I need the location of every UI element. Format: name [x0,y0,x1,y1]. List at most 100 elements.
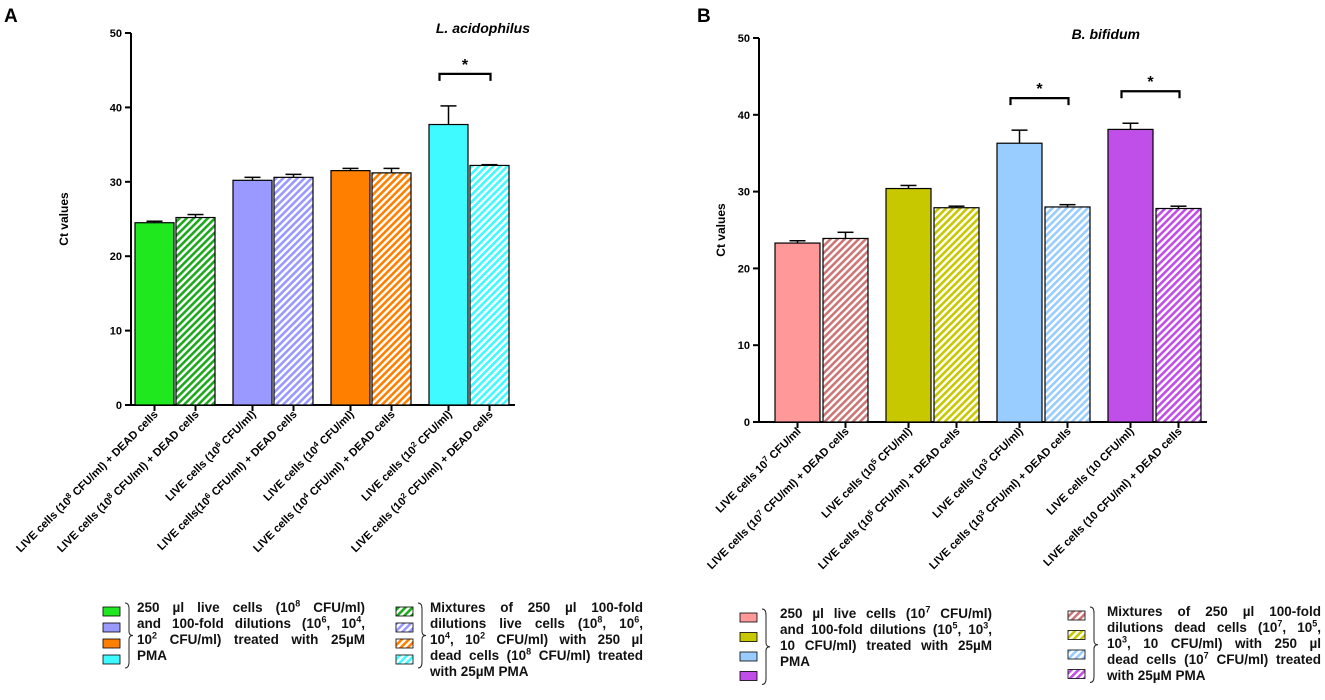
legend-swatch [1067,649,1086,660]
significance-label: * [1036,81,1043,98]
legend-swatch [739,651,758,662]
legend-b-right-text: Mixtures of 250 µl 100-fold dilutions dea… [1107,604,1321,684]
legend-text-run: , 10 [326,616,357,631]
legend-line: Mixtures of 250 µl 100-fold [1107,604,1321,620]
legend-text-run: , [361,616,365,631]
legend-swatch [739,612,758,623]
legend-a-left [102,602,134,669]
legend-swatch [739,632,758,642]
superscript: 7 [1203,650,1209,661]
legend-text-run: Mixtures of 250 µl 100-fold [1107,604,1321,619]
legend-text-run: 250 µl live cells (10 [137,600,296,615]
chart-title: B. bifidum [1072,26,1140,42]
legend-text-run: 250 µl live cells (10 [780,606,926,621]
panel-letter-a: A [4,6,18,27]
superscript: 2 [152,630,158,641]
x-tick-label: LIVE cells 107 CFU/ml [712,424,803,515]
y-axis-label: Ct values [57,192,71,246]
chart-panel-a: A L. acidophilus 0 10 20 30 40 50 Ct values LIVE … [4,6,530,555]
legend-swatch [395,622,414,633]
legend-line: dead cells (108 CFU/ml) treated [430,647,643,664]
superscript: 5 [952,620,958,631]
legend-text-run: dead cells (10 [1107,652,1204,667]
significance-bracket [1009,97,1070,106]
legend-line: 10 CFU/ml) treated with 25µM [780,638,992,654]
legend-line: dilutions dead cells (107, 105, [1107,618,1321,636]
y-tick-label: 30 [110,177,122,189]
legend-line: PMA [780,654,992,670]
y-tick-label: 0 [116,400,122,412]
y-axis-label: Ct values [714,203,728,257]
legend-line: dead cells (107 CFU/ml) treated [1107,650,1321,668]
legend-text-run: 10 [1107,636,1123,651]
legend-swatch [1067,610,1086,621]
superscript: 8 [295,598,301,609]
legend-a-left-text: 250 µl live cells (108 CFU/ml) and 100-fo… [137,598,365,664]
legend-line: dilutions live cells (108, 106, [430,614,643,632]
legend-brace [417,602,427,669]
legend-text-run: dilutions live cells (10 [430,616,598,631]
bar [428,123,469,406]
legend-text-run: , [988,622,992,637]
legend-swatch [1067,630,1086,640]
legend-text-run: CFU/ml) [300,600,365,615]
legend-swatch [102,638,121,649]
legend-line: and 100-fold dilutions (106, 104, [137,614,365,632]
y-tick-label: 20 [738,263,750,275]
legend-text-run: and 100-fold dilutions (10 [137,616,322,631]
legend-text-run: CFU/ml) treated with 25µM [157,632,365,647]
legend-text-run: 10 [137,632,153,647]
bar [933,207,980,423]
legend-text-run: with 25µM PMA [430,664,529,679]
chart-panel-b: B B. bifidum 0 10 20 30 40 50 Ct values LIVE cell… [697,6,1207,572]
significance-label: * [462,57,469,74]
legend-swatch [395,654,414,665]
y-tick-label: 10 [738,340,750,352]
legend-text-run: , [1317,620,1321,635]
bar [371,172,412,406]
superscript: 4 [356,614,362,625]
legend-swatch [739,671,758,681]
legend-text-run: and 100-fold dilutions (10 [780,622,953,637]
superscript: 2 [480,630,486,641]
legend-swatch [102,606,121,617]
legend-brace [124,602,134,669]
chart-title: L. acidophilus [436,20,530,36]
legend-brace [761,608,771,685]
legend-text-run: Mixtures of 250 µl 100-fold [430,600,643,615]
legend-text-run: , 10 [1282,620,1313,635]
x-tick-label: LIVE cells (108 CFU/ml) + DEAD cells [13,407,161,555]
y-tick-label: 0 [744,417,750,429]
bar [885,187,932,423]
superscript: 8 [597,614,603,625]
legend-line: PMA [137,648,365,664]
superscript: 7 [925,604,931,615]
legend-text-run: , 10 CFU/ml) with 250 µl [1127,636,1321,651]
superscript: 5 [1312,618,1318,629]
bar [1044,206,1091,423]
bar [774,242,821,423]
bar [232,179,273,406]
legend-line: 250 µl live cells (108 CFU/ml) [137,598,365,616]
legend-brace [1089,606,1099,683]
legend-text-run: CFU/ml) treated [531,648,643,663]
y-tick-label: 50 [738,33,750,45]
bar [1107,128,1154,423]
legend-swatch [102,622,121,633]
legend-line: with 25µM PMA [1107,668,1321,684]
legend-text-run: dead cells (10 [430,648,527,663]
legend-text-run: , 10 [450,632,481,647]
significance-label: * [1147,74,1154,91]
legend-swatch [395,606,414,617]
legend-text-run: 10 CFU/ml) treated with 25µM [780,638,992,653]
legend-line: and 100-fold dilutions (105, 103, [780,620,992,638]
legend-line: Mixtures of 250 µl 100-fold [430,600,643,616]
superscript: 3 [1122,634,1128,645]
legend-text-run: , 10 [602,616,635,631]
bar [175,216,216,406]
legend-text-run: , [639,616,643,631]
y-tick-label: 30 [738,187,750,199]
superscript: 3 [983,620,989,631]
legend-swatch [395,638,414,649]
